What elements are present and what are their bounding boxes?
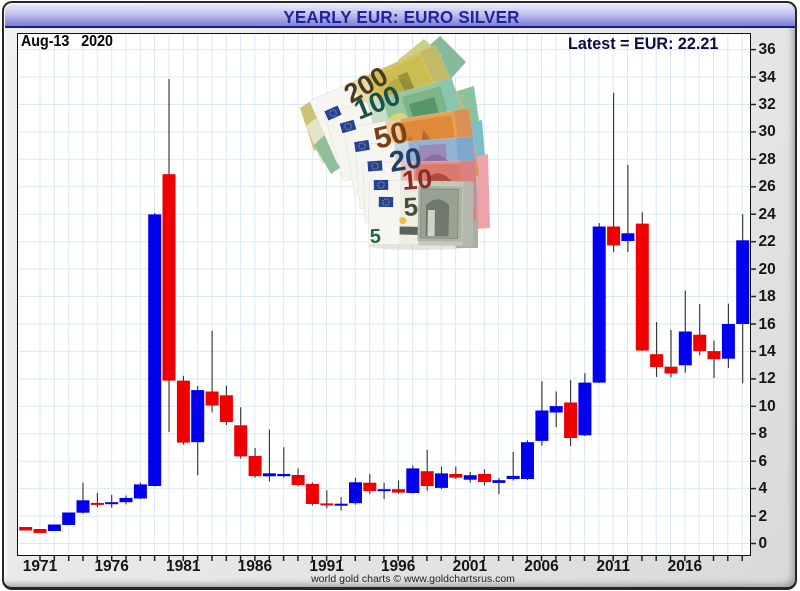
svg-text:10: 10 (401, 163, 434, 196)
svg-text:50: 50 (371, 116, 411, 156)
svg-text:5: 5 (403, 191, 419, 222)
svg-text:★: ★ (405, 133, 416, 145)
svg-text:20: 20 (387, 142, 424, 179)
svg-text:5: 5 (369, 226, 381, 248)
